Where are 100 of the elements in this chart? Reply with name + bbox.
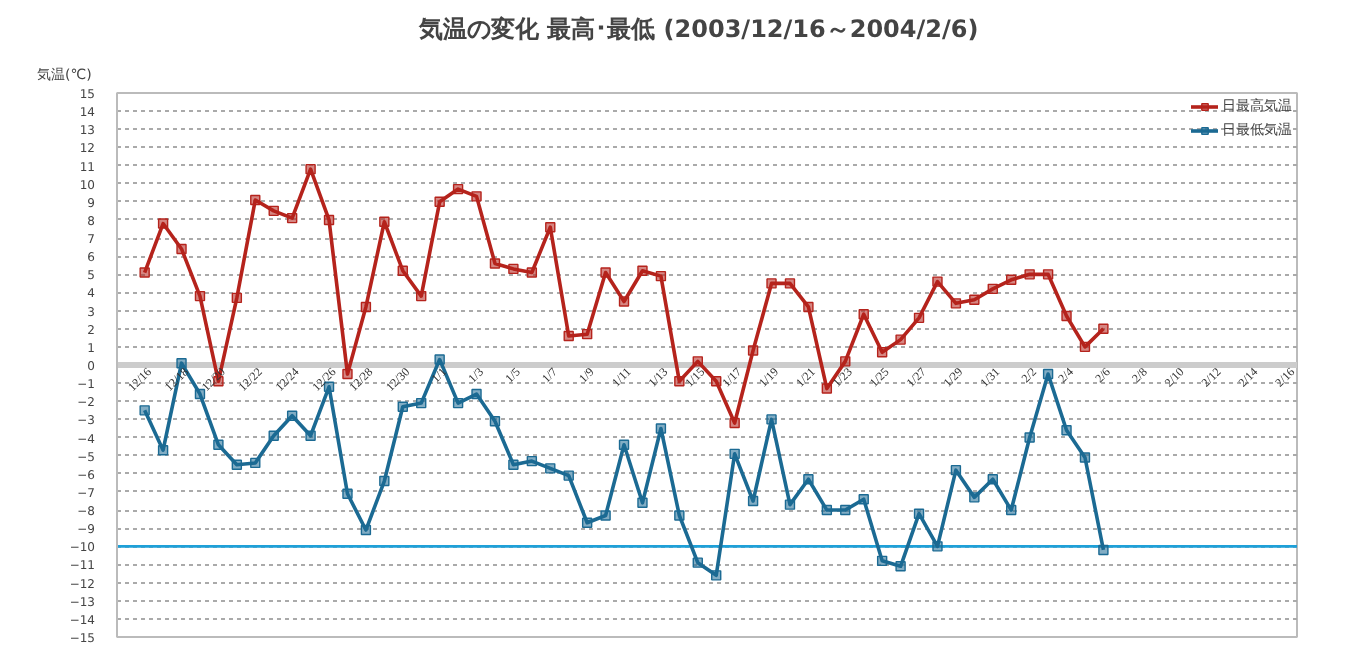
point (1079, 452, 1091, 463)
point (508, 263, 519, 275)
point (1079, 341, 1091, 353)
point (526, 455, 538, 467)
point (581, 328, 593, 340)
point (932, 276, 943, 287)
point (655, 423, 667, 434)
point (932, 541, 943, 552)
point (194, 388, 206, 400)
point (987, 283, 998, 295)
point (231, 459, 243, 470)
point (637, 265, 648, 276)
point (139, 405, 150, 416)
point (711, 376, 722, 387)
point (674, 376, 685, 387)
point (1042, 269, 1054, 280)
point (618, 439, 630, 450)
point (1024, 432, 1035, 443)
point (637, 497, 648, 509)
point (987, 474, 998, 485)
point (342, 488, 353, 499)
point (213, 439, 224, 450)
point (176, 243, 187, 255)
point (1061, 310, 1072, 322)
point (840, 504, 851, 516)
point (286, 212, 298, 224)
point (1042, 368, 1054, 380)
point (250, 194, 261, 206)
point (876, 347, 888, 358)
chart-title: 気温の変化 最高･最低 (2003/12/16～2004/2/6) (416, 15, 979, 43)
point (268, 205, 279, 217)
point (452, 397, 464, 409)
point (766, 278, 777, 289)
point (858, 309, 869, 320)
point (618, 296, 630, 307)
point (858, 493, 869, 505)
point (563, 330, 574, 342)
point (729, 417, 740, 429)
point (1098, 544, 1109, 556)
point (268, 430, 279, 441)
point (674, 510, 685, 521)
point (803, 301, 814, 313)
point (194, 290, 206, 302)
point (655, 270, 667, 282)
point (231, 292, 243, 304)
point (895, 334, 906, 345)
point (766, 414, 777, 425)
point (489, 416, 501, 427)
point (692, 557, 703, 568)
point (379, 475, 390, 487)
point (508, 459, 519, 470)
point (711, 570, 722, 581)
point (747, 495, 759, 507)
point (1006, 274, 1017, 285)
point (305, 163, 316, 175)
point (784, 278, 796, 289)
point (821, 504, 833, 516)
point (305, 430, 316, 441)
point (913, 312, 925, 324)
point (969, 294, 980, 305)
point (379, 216, 390, 227)
point (950, 298, 962, 309)
point (471, 388, 482, 400)
point (895, 561, 906, 572)
point (526, 267, 538, 278)
point (600, 510, 611, 521)
point (397, 401, 408, 412)
point (286, 410, 298, 421)
point (600, 267, 611, 278)
point (416, 290, 427, 302)
point (950, 464, 962, 476)
point (489, 258, 501, 269)
point (876, 555, 888, 567)
point (416, 397, 427, 409)
point (581, 517, 593, 528)
point (821, 383, 833, 394)
point (471, 191, 482, 202)
point (803, 474, 814, 485)
point (434, 354, 445, 365)
point (747, 345, 759, 356)
point (913, 508, 925, 519)
point (176, 357, 187, 369)
point (157, 218, 169, 229)
point (1061, 425, 1072, 436)
point (563, 470, 574, 481)
point (157, 445, 169, 456)
point (1098, 323, 1109, 334)
point (729, 448, 740, 460)
point (434, 196, 445, 207)
point (323, 214, 335, 226)
point (1006, 504, 1017, 516)
point (969, 492, 980, 503)
point (784, 499, 796, 510)
point (360, 301, 372, 313)
point (139, 267, 150, 278)
point (452, 183, 464, 195)
point (360, 524, 372, 536)
point (840, 356, 851, 367)
point (545, 463, 556, 474)
point (692, 356, 703, 367)
